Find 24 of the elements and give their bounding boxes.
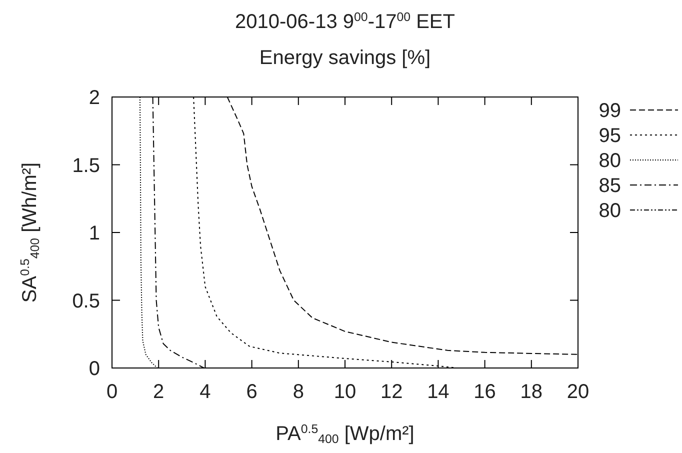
legend-label: 80 [598, 200, 621, 222]
x-tick-label: 14 [427, 381, 450, 403]
x-tick-label: 12 [380, 381, 403, 403]
x-axis-title: PA$^{0.5}$$_{400}$ [Wp/m²] [276, 422, 414, 446]
x-tick-label: 6 [246, 381, 258, 403]
legend-label: 85 [598, 175, 621, 197]
y-tick-label: 0.5 [72, 290, 100, 312]
x-tick-label: 10 [334, 381, 356, 403]
chart-subtitle: Energy savings [%] [259, 47, 431, 69]
x-tick-label: 0 [106, 381, 118, 403]
legend-label: 99 [598, 100, 621, 122]
y-tick-label: 1 [88, 222, 100, 244]
legend-label: 80 [598, 150, 621, 172]
x-tick-label: 16 [474, 381, 496, 403]
y-tick-label: 2 [88, 87, 100, 109]
y-tick-label: 0 [88, 358, 100, 380]
x-tick-label: 8 [292, 381, 304, 403]
y-tick-label: 1.5 [72, 154, 100, 177]
x-tick-label: 2 [153, 381, 164, 403]
x-tick-label: 20 [566, 381, 590, 403]
chart-title: 2010-06-13 9$^{00}$-17$^{00}$ EET [235, 10, 455, 33]
legend-label: 95 [598, 125, 621, 147]
x-tick-label: 4 [200, 381, 211, 403]
x-tick-label: 18 [520, 381, 543, 403]
